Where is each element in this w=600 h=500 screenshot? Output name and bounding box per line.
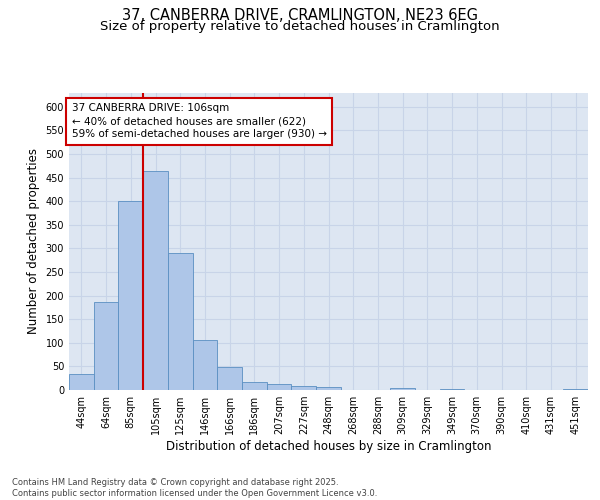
Bar [118, 200, 143, 390]
Bar [193, 340, 217, 390]
Bar [292, 386, 316, 390]
Text: 37, CANBERRA DRIVE, CRAMLINGTON, NE23 6EG: 37, CANBERRA DRIVE, CRAMLINGTON, NE23 6E… [122, 8, 478, 22]
Bar [94, 302, 118, 390]
Bar [316, 387, 341, 390]
Bar [168, 253, 193, 390]
Bar [242, 382, 267, 390]
Bar [390, 388, 415, 390]
Bar [143, 172, 168, 390]
Text: Contains HM Land Registry data © Crown copyright and database right 2025.
Contai: Contains HM Land Registry data © Crown c… [12, 478, 377, 498]
Bar [217, 368, 242, 390]
Bar [440, 388, 464, 390]
Text: 37 CANBERRA DRIVE: 106sqm
← 40% of detached houses are smaller (622)
59% of semi: 37 CANBERRA DRIVE: 106sqm ← 40% of detac… [71, 103, 326, 140]
Bar [267, 384, 292, 390]
Y-axis label: Number of detached properties: Number of detached properties [27, 148, 40, 334]
Text: Size of property relative to detached houses in Cramlington: Size of property relative to detached ho… [100, 20, 500, 33]
Bar [563, 388, 588, 390]
X-axis label: Distribution of detached houses by size in Cramlington: Distribution of detached houses by size … [166, 440, 491, 453]
Bar [69, 374, 94, 390]
